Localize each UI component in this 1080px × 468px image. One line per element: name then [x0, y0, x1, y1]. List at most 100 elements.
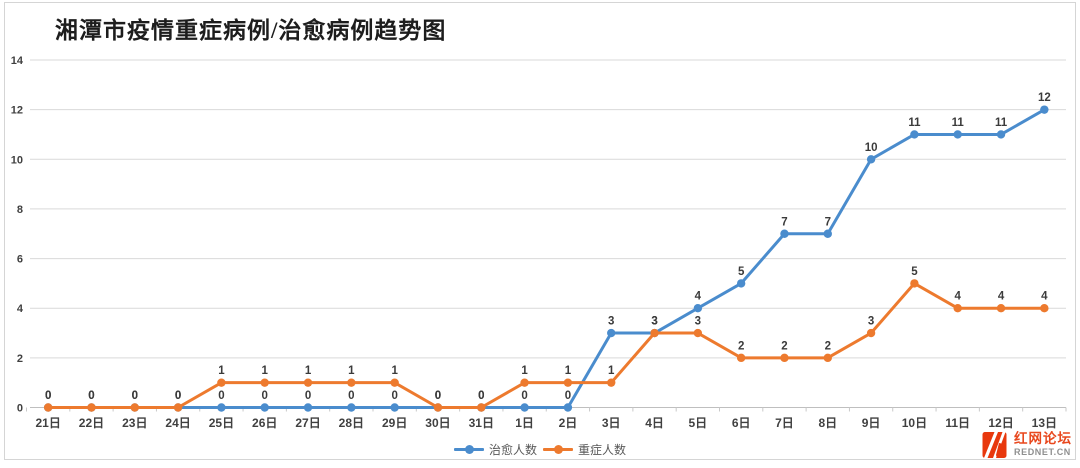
- series-1-marker: [607, 378, 616, 387]
- series-0-marker: [217, 403, 226, 412]
- x-axis-category-label: 6日: [732, 416, 751, 430]
- series-1-data-label: 1: [262, 365, 269, 377]
- series-1-data-label: 3: [651, 316, 657, 328]
- series-0-marker: [693, 304, 703, 313]
- watermark-site-url: REDNET.CN: [1014, 446, 1071, 457]
- series-0-data-label: 0: [521, 390, 527, 402]
- series-0-marker: [563, 403, 573, 412]
- series-1-marker: [823, 353, 832, 363]
- x-axis-category-label: 5日: [689, 416, 708, 430]
- series-1-data-label: 1: [348, 365, 355, 377]
- legend: 治愈人数 重症人数: [0, 441, 1080, 458]
- series-0-data-label: 0: [88, 390, 94, 402]
- series-0-data-label: 0: [262, 390, 268, 402]
- series-0-data-label: 7: [825, 216, 831, 228]
- series-1-data-label: 1: [608, 365, 615, 377]
- x-axis-category-label: 29日: [382, 416, 407, 430]
- series-0-marker: [520, 403, 529, 412]
- y-axis-tick-label: 2: [17, 353, 23, 365]
- series-1-marker: [910, 279, 919, 288]
- series-1-marker: [477, 403, 486, 412]
- y-axis-tick-label: 10: [11, 154, 23, 166]
- x-axis-category-label: 7日: [775, 416, 794, 430]
- series-1-marker: [130, 403, 139, 412]
- chart-title: 湘潭市疫情重症病例/治愈病例趋势图: [55, 18, 447, 43]
- x-axis-category-label: 23日: [122, 416, 147, 430]
- series-1-marker: [693, 328, 703, 338]
- x-axis-category-label: 25日: [209, 416, 234, 430]
- series-1-data-label: 4: [998, 291, 1005, 303]
- series-1-marker: [433, 403, 443, 412]
- x-axis-category-label: 8日: [818, 416, 837, 430]
- series-0-marker: [303, 403, 313, 412]
- series-1-marker: [173, 403, 183, 412]
- y-axis-tick-label: 6: [17, 254, 23, 266]
- series-1-marker: [303, 378, 313, 387]
- series-0-data-label: 0: [218, 390, 224, 402]
- series-0-marker: [347, 403, 356, 412]
- series-0-data-label: 0: [175, 390, 181, 402]
- series-0-marker: [996, 130, 1006, 139]
- series-1-data-label: 1: [565, 365, 572, 377]
- series-1-marker: [260, 378, 269, 387]
- y-axis-tick-label: 4: [17, 303, 24, 315]
- series-1-data-label: 1: [521, 365, 528, 377]
- series-0-data-label: 12: [1038, 92, 1051, 104]
- legend-item-severe: 重症人数: [543, 441, 626, 458]
- series-0-data-label: 0: [565, 390, 571, 402]
- series-0-data-label: 7: [781, 216, 787, 228]
- x-axis-category-label: 26日: [252, 416, 277, 430]
- series-1-marker: [996, 304, 1006, 313]
- series-1-data-label: 5: [911, 266, 918, 278]
- x-axis-category-label: 13日: [1032, 416, 1057, 430]
- watermark-text: 红网论坛 REDNET.CN: [1014, 431, 1072, 457]
- series-1-marker: [780, 353, 789, 363]
- x-axis-category-label: 21日: [35, 416, 60, 430]
- series-1-marker: [736, 353, 746, 363]
- series-0-data-label: 5: [738, 266, 745, 278]
- y-axis-tick-label: 14: [11, 55, 24, 67]
- x-axis-category-label: 24日: [165, 416, 190, 430]
- series-1-marker: [217, 378, 226, 387]
- severe-series-marker-icon: [543, 445, 573, 454]
- x-axis-category-label: 9日: [862, 416, 881, 430]
- x-axis-category-label: 31日: [469, 416, 494, 430]
- x-axis-category-label: 3日: [602, 416, 621, 430]
- series-1-data-label: 1: [218, 365, 225, 377]
- series-1-marker: [953, 304, 962, 313]
- series-1-marker: [520, 378, 529, 387]
- y-axis-tick-label: 0: [17, 403, 23, 415]
- series-1-data-label: 2: [781, 340, 787, 352]
- series-1-data-label: 3: [868, 316, 874, 328]
- series-1-marker: [87, 403, 96, 412]
- series-1-marker: [1040, 304, 1049, 313]
- legend-label-cured: 治愈人数: [488, 443, 537, 457]
- series-1-data-label: 0: [175, 390, 181, 402]
- series-0-data-label: 0: [132, 390, 138, 402]
- series-0-data-label: 11: [952, 117, 965, 129]
- x-axis-category-label: 28日: [339, 416, 364, 430]
- series-0-marker: [1040, 105, 1049, 114]
- series-1-data-label: 2: [738, 340, 744, 352]
- series-1-data-label: 4: [1041, 291, 1048, 303]
- x-axis-category-label: 10日: [902, 416, 927, 430]
- x-axis-category-label: 4日: [645, 416, 664, 430]
- series-1-marker: [347, 378, 356, 387]
- series-0-data-label: 11: [908, 117, 921, 129]
- legend-item-cured: 治愈人数: [453, 441, 537, 458]
- x-axis-category-label: 12日: [988, 416, 1013, 430]
- watermark-site-name: 红网论坛: [1014, 431, 1072, 447]
- series-0-data-label: 0: [478, 390, 484, 402]
- series-0-marker: [866, 155, 876, 164]
- series-1-marker: [563, 378, 573, 387]
- series-1-data-label: 2: [825, 340, 831, 352]
- series-0-marker: [390, 403, 399, 412]
- series-0-data-label: 4: [695, 291, 702, 303]
- series-0-marker: [780, 229, 789, 238]
- series-1-marker: [866, 328, 876, 338]
- series-1-marker: [650, 328, 659, 338]
- series-0-line: [48, 108, 1046, 409]
- series-0-marker: [823, 229, 832, 238]
